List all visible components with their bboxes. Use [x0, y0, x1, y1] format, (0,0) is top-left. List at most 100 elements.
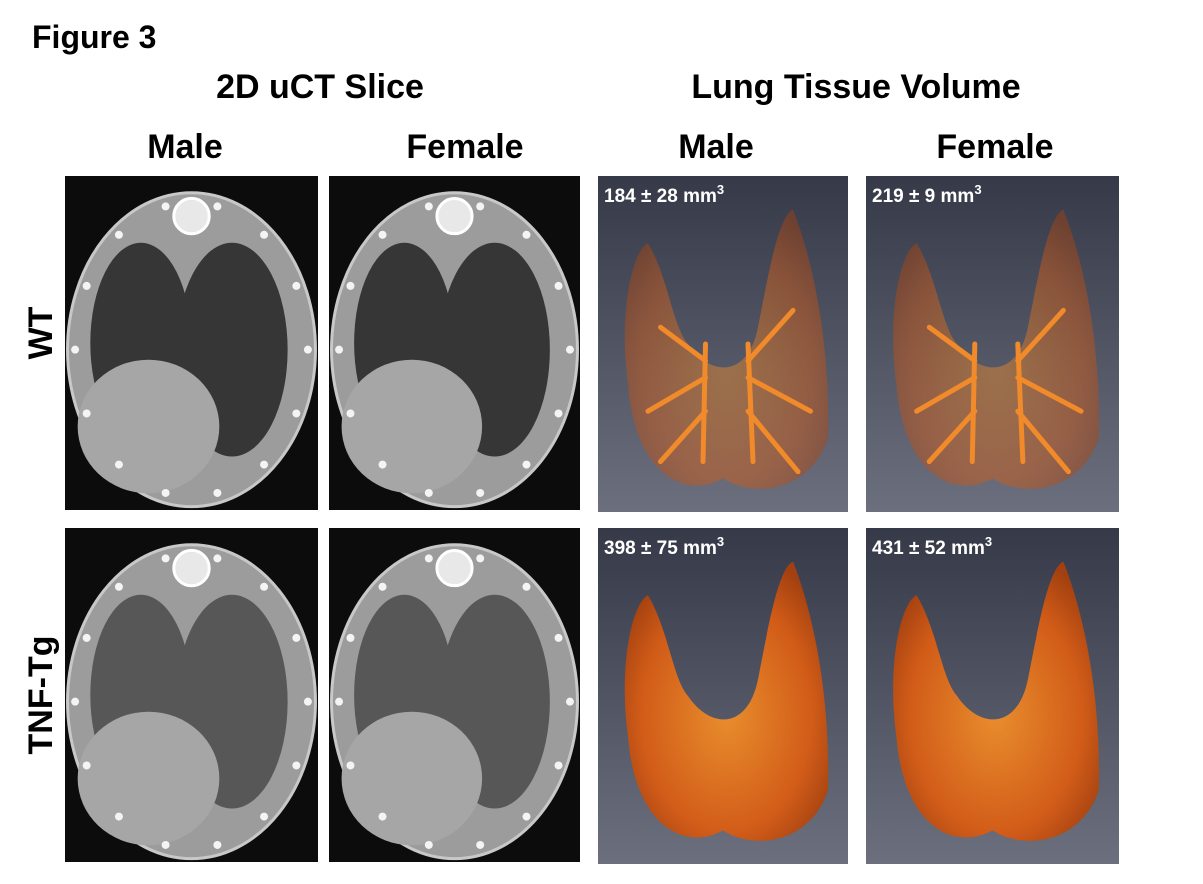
- column-label: Male: [678, 128, 754, 166]
- lung-volume: [893, 209, 1100, 489]
- ct-rib: [114, 460, 123, 469]
- volume-annotation: 398 ± 75 mm3: [604, 534, 724, 559]
- ct-rib: [303, 345, 312, 354]
- ct-rib: [424, 488, 433, 497]
- airway: [969, 341, 978, 465]
- column-label: Female: [936, 128, 1053, 166]
- ct-rib: [213, 554, 222, 563]
- volume-render: 184 ± 28 mm3: [598, 176, 848, 512]
- airway-branches: [645, 307, 813, 475]
- ct-rib: [161, 554, 170, 563]
- ct-rib: [554, 761, 563, 770]
- section-title: Lung Tissue Volume: [691, 68, 1020, 106]
- volume-value: 184 ± 28 mm: [604, 186, 717, 207]
- ct-slice: [329, 528, 580, 862]
- ct-rib: [82, 409, 91, 418]
- ct-spine: [172, 196, 211, 236]
- ct-rib: [424, 202, 433, 211]
- volume-value: 398 ± 75 mm: [604, 538, 717, 559]
- ct-rib: [522, 812, 531, 821]
- ct-slice: [329, 176, 580, 510]
- ct-rib: [71, 697, 80, 706]
- ct-rib: [554, 633, 563, 642]
- airway: [745, 307, 796, 364]
- ct-rib: [346, 409, 355, 418]
- ct-rib: [292, 633, 301, 642]
- airway: [914, 375, 978, 414]
- ct-rib: [424, 840, 433, 849]
- airway: [926, 324, 978, 364]
- ct-rib: [260, 812, 269, 821]
- volume-render: 398 ± 75 mm3: [598, 528, 848, 864]
- airway: [1015, 307, 1066, 364]
- ct-heart: [341, 711, 483, 846]
- ct-rib: [378, 230, 387, 239]
- ct-rib: [378, 812, 387, 821]
- ct-rib: [114, 230, 123, 239]
- ct-rib: [335, 697, 344, 706]
- ct-rib: [303, 697, 312, 706]
- ct-rib: [476, 840, 485, 849]
- ct-rib: [346, 761, 355, 770]
- ct-slice: [65, 528, 318, 862]
- ct-heart: [77, 711, 220, 846]
- volume-annotation: 219 ± 9 mm3: [872, 182, 982, 207]
- ct-spine: [435, 549, 474, 588]
- ct-rib: [161, 840, 170, 849]
- volume-render: 219 ± 9 mm3: [866, 176, 1119, 512]
- column-label: Male: [147, 128, 223, 166]
- column-label: Female: [406, 128, 523, 166]
- lung-volume: [624, 209, 829, 489]
- ct-rib: [82, 761, 91, 770]
- volume-unit-exponent: 3: [974, 182, 981, 197]
- ct-rib: [565, 345, 574, 354]
- lung-volume: [624, 561, 829, 841]
- ct-spine: [172, 548, 211, 588]
- volume-render: 431 ± 52 mm3: [866, 528, 1119, 864]
- ct-rib: [260, 230, 269, 239]
- lung-volume: [893, 561, 1100, 841]
- ct-rib: [292, 281, 301, 290]
- ct-rib: [424, 554, 433, 563]
- ct-rib: [114, 582, 123, 591]
- airway: [745, 375, 813, 414]
- ct-rib: [292, 409, 301, 418]
- ct-rib: [161, 202, 170, 211]
- volume-value: 431 ± 52 mm: [872, 538, 985, 559]
- ct-rib: [114, 812, 123, 821]
- volume-unit-exponent: 3: [717, 534, 724, 549]
- volume-unit-exponent: 3: [985, 534, 992, 549]
- airway: [745, 341, 756, 465]
- ct-rib: [213, 840, 222, 849]
- section-title: 2D uCT Slice: [216, 68, 424, 106]
- ct-rib: [476, 202, 485, 211]
- ct-rib: [82, 281, 91, 290]
- airway: [1015, 375, 1084, 414]
- airway: [926, 408, 978, 465]
- airway: [700, 341, 708, 465]
- ct-rib: [522, 460, 531, 469]
- ct-rib: [522, 582, 531, 591]
- ct-rib: [292, 761, 301, 770]
- ct-rib: [346, 633, 355, 642]
- airway: [745, 408, 801, 475]
- volume-annotation: 431 ± 52 mm3: [872, 534, 992, 559]
- ct-rib: [378, 582, 387, 591]
- volume-annotation: 184 ± 28 mm3: [604, 182, 724, 207]
- airway: [658, 324, 708, 364]
- ct-rib: [554, 281, 563, 290]
- ct-rib: [213, 202, 222, 211]
- airway: [1015, 341, 1026, 465]
- ct-rib: [476, 488, 485, 497]
- ct-rib: [260, 460, 269, 469]
- figure-label: Figure 3: [32, 19, 156, 55]
- ct-rib: [260, 582, 269, 591]
- ct-rib: [554, 409, 563, 418]
- ct-rib: [522, 230, 531, 239]
- ct-rib: [161, 488, 170, 497]
- ct-spine: [435, 197, 474, 236]
- airway: [658, 408, 708, 465]
- ct-rib: [565, 697, 574, 706]
